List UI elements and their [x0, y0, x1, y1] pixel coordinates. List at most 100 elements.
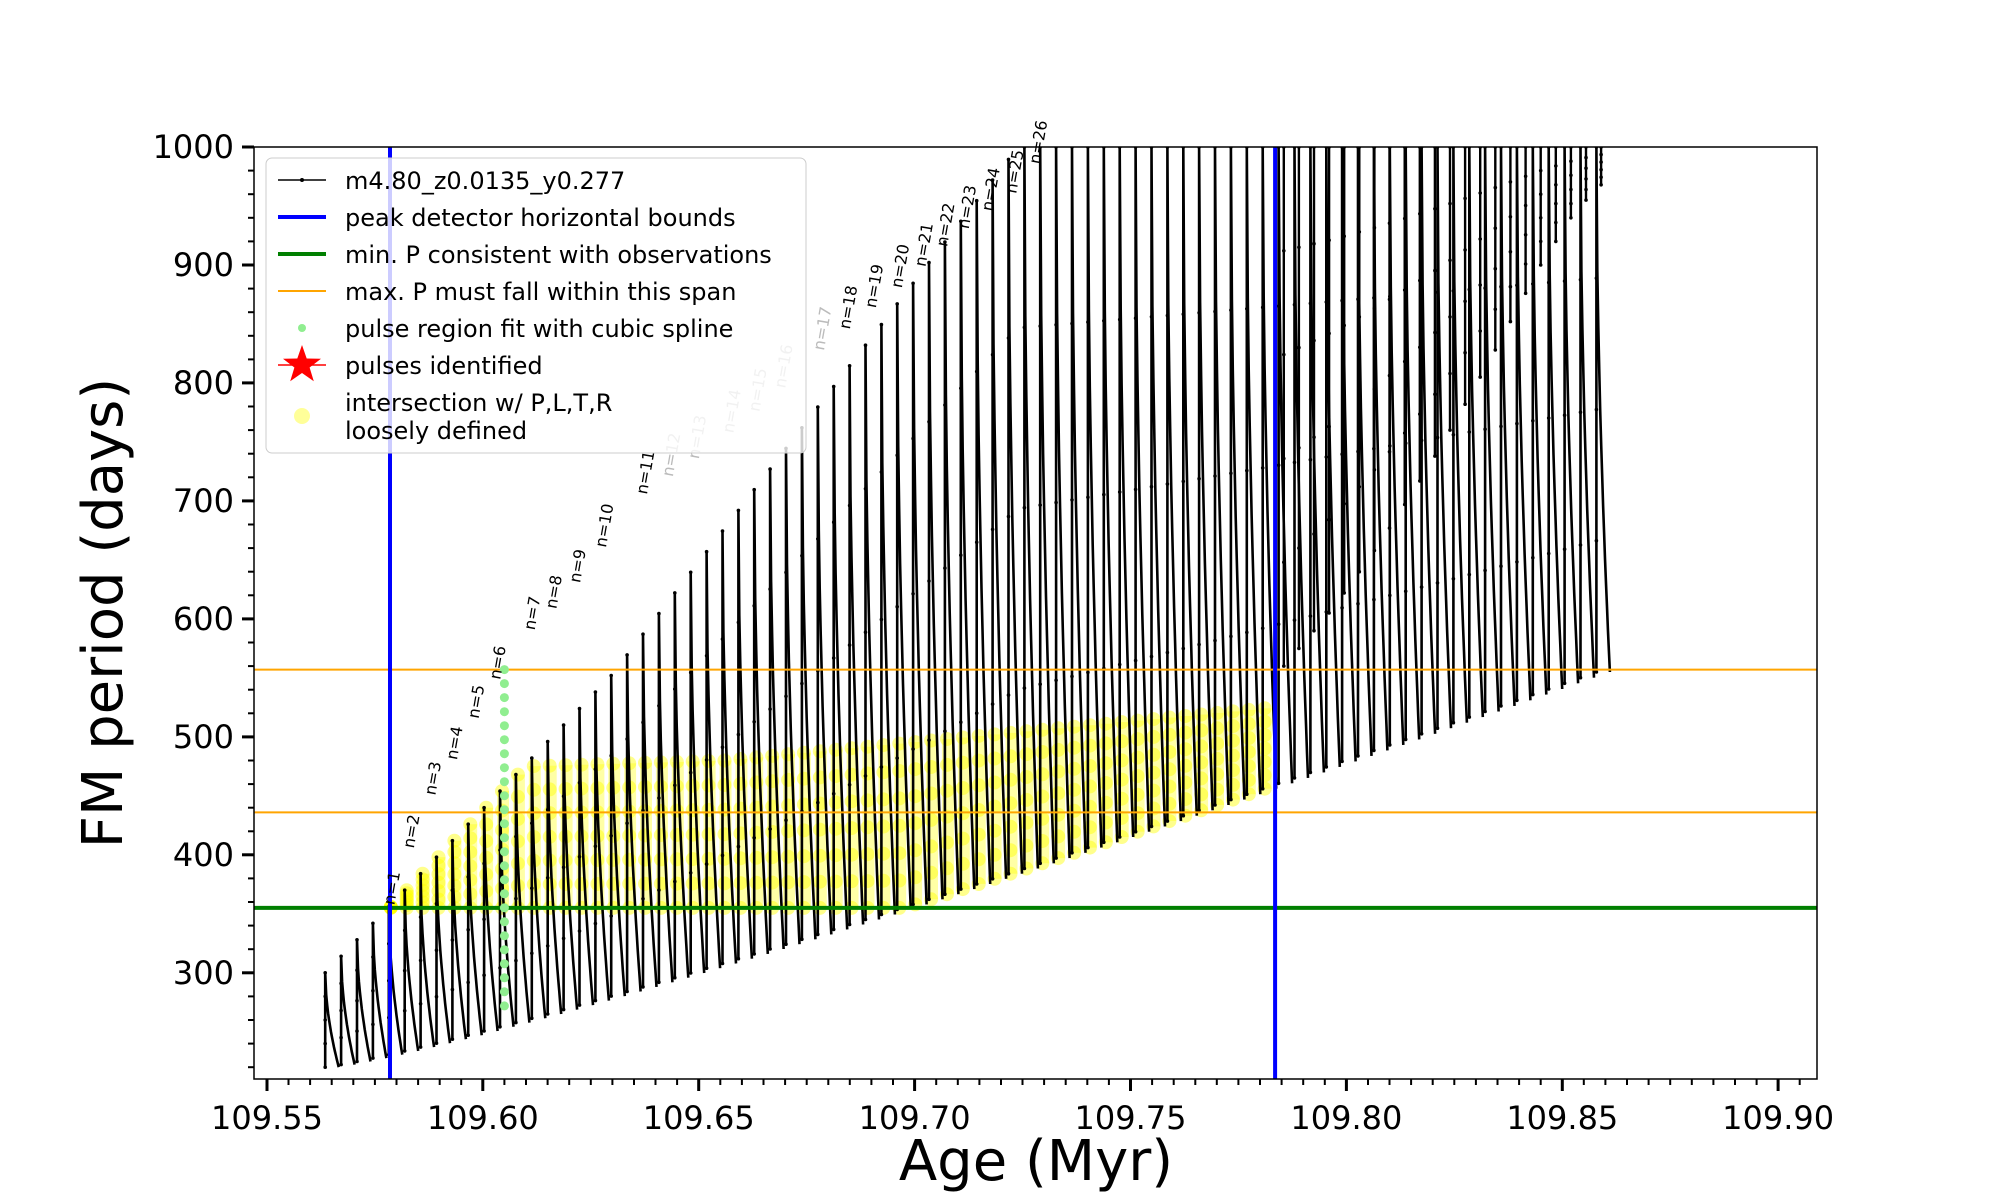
pulse-point — [1117, 317, 1122, 322]
pulse-point — [545, 807, 550, 812]
intersection-marker — [1082, 820, 1097, 835]
pulse-point — [1022, 866, 1027, 871]
intersection-marker — [908, 870, 923, 885]
spline-point — [499, 917, 509, 927]
intersection-marker — [939, 757, 954, 772]
intersection-marker — [987, 727, 1002, 742]
pulse-point — [1538, 263, 1543, 267]
pulse-point — [1433, 392, 1437, 397]
intersection-marker — [987, 799, 1002, 814]
pulse-point — [1523, 262, 1528, 266]
intersection-marker — [399, 892, 414, 907]
pulse-point — [1006, 693, 1011, 697]
pulse-point — [609, 914, 613, 918]
intersection-marker — [1035, 767, 1050, 782]
pulse-point — [1327, 424, 1331, 429]
intersection-marker — [1178, 775, 1193, 790]
axis-ticks: 109.55 109.60 109.65 109.70 109.75 109.80 109.… — [153, 128, 1835, 1137]
intersection-marker — [431, 875, 446, 890]
pulse-point — [673, 687, 677, 691]
pulse-point — [323, 1065, 328, 1069]
pulse-point — [1165, 819, 1170, 823]
pulse-point — [466, 875, 471, 879]
pulse-point — [990, 877, 995, 881]
intersection-marker — [1082, 759, 1097, 773]
pulse-point — [530, 886, 534, 890]
pulse-point — [1478, 375, 1482, 379]
pulse-point — [1538, 192, 1543, 196]
pulse-point — [1483, 568, 1487, 573]
pulse-point — [1276, 304, 1281, 308]
intersection-marker — [828, 769, 843, 784]
intersection-marker — [431, 884, 446, 898]
pulse-point — [831, 520, 836, 524]
pulse-point — [530, 1016, 534, 1021]
pulse-point — [561, 1007, 566, 1012]
pulse-point — [545, 944, 550, 948]
intersection-marker — [924, 786, 939, 801]
pulse-point — [545, 739, 550, 744]
intersection-marker — [1241, 759, 1256, 774]
pulse-point — [943, 403, 947, 407]
pulse-point — [466, 980, 471, 985]
pulse-point — [593, 690, 598, 694]
pulse-point — [1467, 430, 1472, 434]
intersection-marker — [987, 751, 1002, 766]
pulse-point — [482, 1029, 486, 1033]
pulse-point — [1086, 670, 1090, 675]
x-tick-label: 109.85 — [1506, 1099, 1618, 1137]
intersection-marker — [1257, 714, 1272, 729]
pulse-point — [498, 1025, 502, 1029]
pulse-point — [1448, 258, 1452, 263]
pulse-point — [943, 892, 947, 896]
spline-point — [499, 819, 509, 829]
intersection-marker — [1257, 741, 1272, 756]
intersection-marker — [971, 753, 986, 768]
intersection-marker — [1257, 754, 1272, 769]
pulse-point — [1372, 597, 1376, 602]
pulse-point — [800, 681, 804, 686]
pulse-point — [1054, 323, 1058, 327]
pulse-point — [959, 887, 963, 891]
pulse-point — [1402, 431, 1407, 435]
pulse-point — [911, 902, 915, 907]
pulse-point — [863, 343, 868, 348]
pulse-point — [1324, 610, 1329, 614]
pulse-point — [863, 917, 868, 922]
pulse-point — [1357, 400, 1362, 404]
intersection-marker — [447, 867, 462, 882]
pulse-point — [1086, 320, 1090, 324]
intersection-marker — [479, 817, 494, 832]
pulse-point — [609, 994, 613, 998]
spline-point — [499, 847, 509, 857]
pulse-point — [768, 827, 772, 831]
pulse-point — [402, 1049, 407, 1053]
pulse-point — [704, 549, 709, 554]
spline-point — [499, 665, 509, 675]
intersection-marker — [399, 883, 414, 898]
intersection-marker — [939, 835, 954, 850]
intersection-marker — [749, 825, 764, 840]
y-tick-label: 600 — [173, 600, 234, 638]
y-tick-label: 900 — [173, 246, 234, 284]
pulse-point — [784, 818, 788, 822]
pulse-point — [1463, 350, 1467, 355]
intersection-marker — [1194, 707, 1209, 722]
legend-entry: m4.80_z0.0135_y0.277 — [278, 167, 625, 195]
pulse-point — [545, 876, 550, 880]
x-tick-label: 109.70 — [859, 1099, 971, 1137]
intersection-marker — [1194, 739, 1209, 754]
pulse-point — [831, 927, 836, 932]
pulse-point — [1276, 781, 1281, 786]
pulse-point — [943, 729, 947, 733]
pulse-point — [879, 470, 884, 474]
spline-point — [499, 693, 509, 703]
pulse-point — [1599, 167, 1603, 172]
pulse-point — [974, 369, 979, 374]
intersection-marker — [908, 789, 923, 804]
pulse-point — [1342, 323, 1346, 328]
x-tick-label: 109.80 — [1290, 1099, 1402, 1137]
pulse-point — [1197, 642, 1201, 647]
intersection-marker — [987, 823, 1002, 838]
pulse-point — [768, 467, 772, 471]
